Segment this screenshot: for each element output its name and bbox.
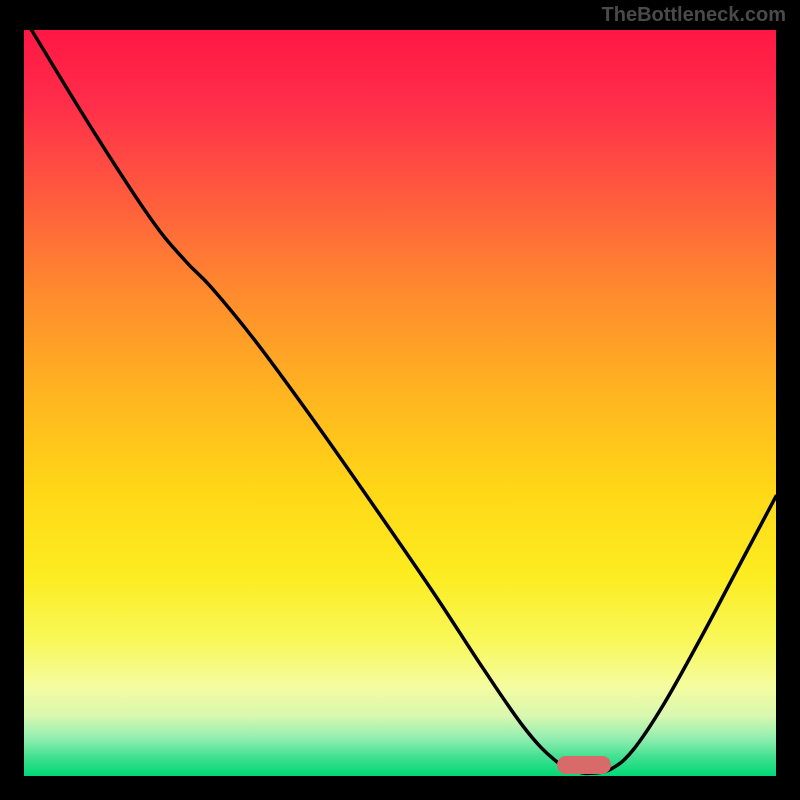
watermark-text: TheBottleneck.com (602, 4, 786, 27)
chart-area (24, 30, 776, 776)
optimal-marker (557, 756, 611, 774)
chart-container: TheBottleneck.com (0, 0, 800, 800)
bottleneck-curve (24, 30, 776, 776)
